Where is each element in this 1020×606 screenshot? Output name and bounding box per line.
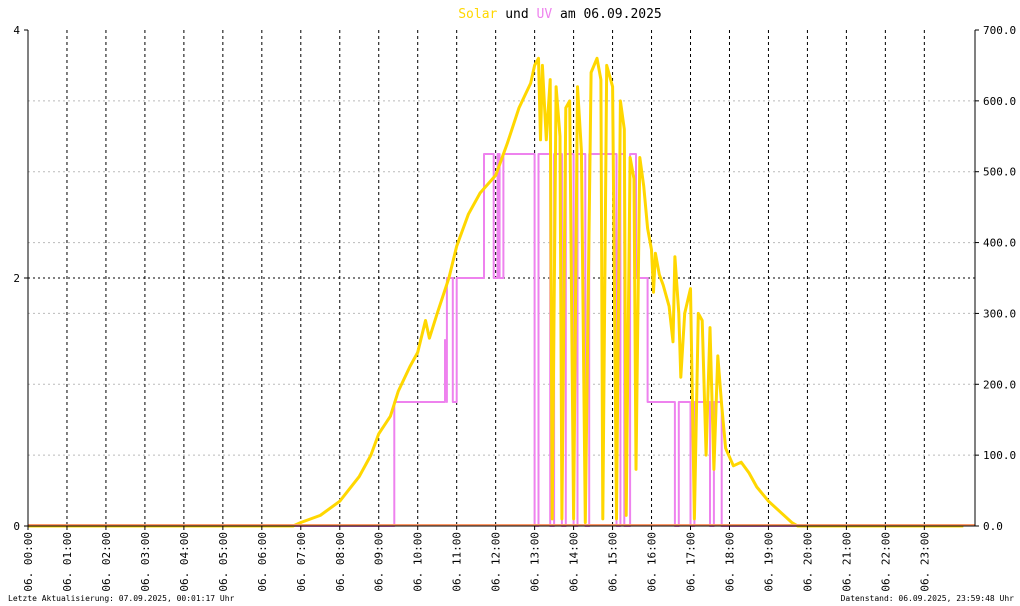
x-tick-label: 06. 00:00 <box>22 532 35 592</box>
chart-title: Solar und UV am 06.09.2025 <box>458 7 662 22</box>
x-tick-label: 06. 15:00 <box>607 532 620 592</box>
series-line-uv <box>28 153 964 527</box>
x-tick-label: 06. 06:00 <box>256 532 269 592</box>
x-tick-label: 06. 10:00 <box>412 532 425 592</box>
x-tick-label: 06. 23:00 <box>918 532 931 592</box>
x-tick-label: 06. 21:00 <box>840 532 853 592</box>
x-tick-label: 06. 19:00 <box>762 532 775 592</box>
x-tick-label: 06. 20:00 <box>801 532 814 592</box>
series-layer <box>28 56 975 528</box>
x-tick-label: 06. 17:00 <box>685 532 698 592</box>
y-right-tick-label: 500.0 <box>983 166 1016 179</box>
axes: 0.0 100.0 200.0 300.0 400.0 500.0 600.0 700.0 0 2… <box>13 24 1016 592</box>
y-right-tick-label: 300.0 <box>983 307 1016 320</box>
x-tick-label: 06. 07:00 <box>295 532 308 592</box>
y-right-tick-label: 700.0 <box>983 24 1016 37</box>
x-tick-label: 06. 14:00 <box>568 532 581 592</box>
x-tick-label: 06. 09:00 <box>373 532 386 592</box>
x-tick-label: 06. 12:00 <box>490 532 503 592</box>
title-part: und <box>497 7 536 22</box>
x-tick-label: 06. 08:00 <box>334 532 347 592</box>
x-tick-label: 06. 22:00 <box>879 532 892 592</box>
x-tick-label: 06. 04:00 <box>178 532 191 592</box>
x-tick-label: 06. 18:00 <box>723 532 736 592</box>
x-tick-label: 06. 16:00 <box>646 532 659 592</box>
x-tick-label: 06. 13:00 <box>529 532 542 592</box>
y-right-tick-label: 100.0 <box>983 449 1016 462</box>
y-left-tick-label: 0 <box>13 520 20 533</box>
series-line-solar <box>28 56 964 528</box>
footer-last-update: Letzte Aktualisierung: 07.09.2025, 00:01… <box>8 594 235 603</box>
y-right-tick-label: 200.0 <box>983 378 1016 391</box>
x-tick-label: 06. 11:00 <box>451 532 464 592</box>
x-tick-label: 06. 05:00 <box>217 532 230 592</box>
title-part: am 06.09.2025 <box>552 7 662 22</box>
y-right-tick-label: 400.0 <box>983 237 1016 250</box>
x-tick-label: 06. 01:00 <box>61 532 74 592</box>
x-tick-label: 06. 03:00 <box>139 532 152 592</box>
title-part: UV <box>537 7 553 22</box>
y-left-tick-label: 4 <box>13 24 20 37</box>
footer-data-status: Datenstand: 06.09.2025, 23:59:48 Uhr <box>841 594 1015 603</box>
y-right-tick-label: 600.0 <box>983 95 1016 108</box>
title-part: Solar <box>458 7 497 22</box>
y-right-tick-label: 0.0 <box>983 520 1003 533</box>
y-left-tick-label: 2 <box>13 272 20 285</box>
x-tick-label: 06. 02:00 <box>100 532 113 592</box>
